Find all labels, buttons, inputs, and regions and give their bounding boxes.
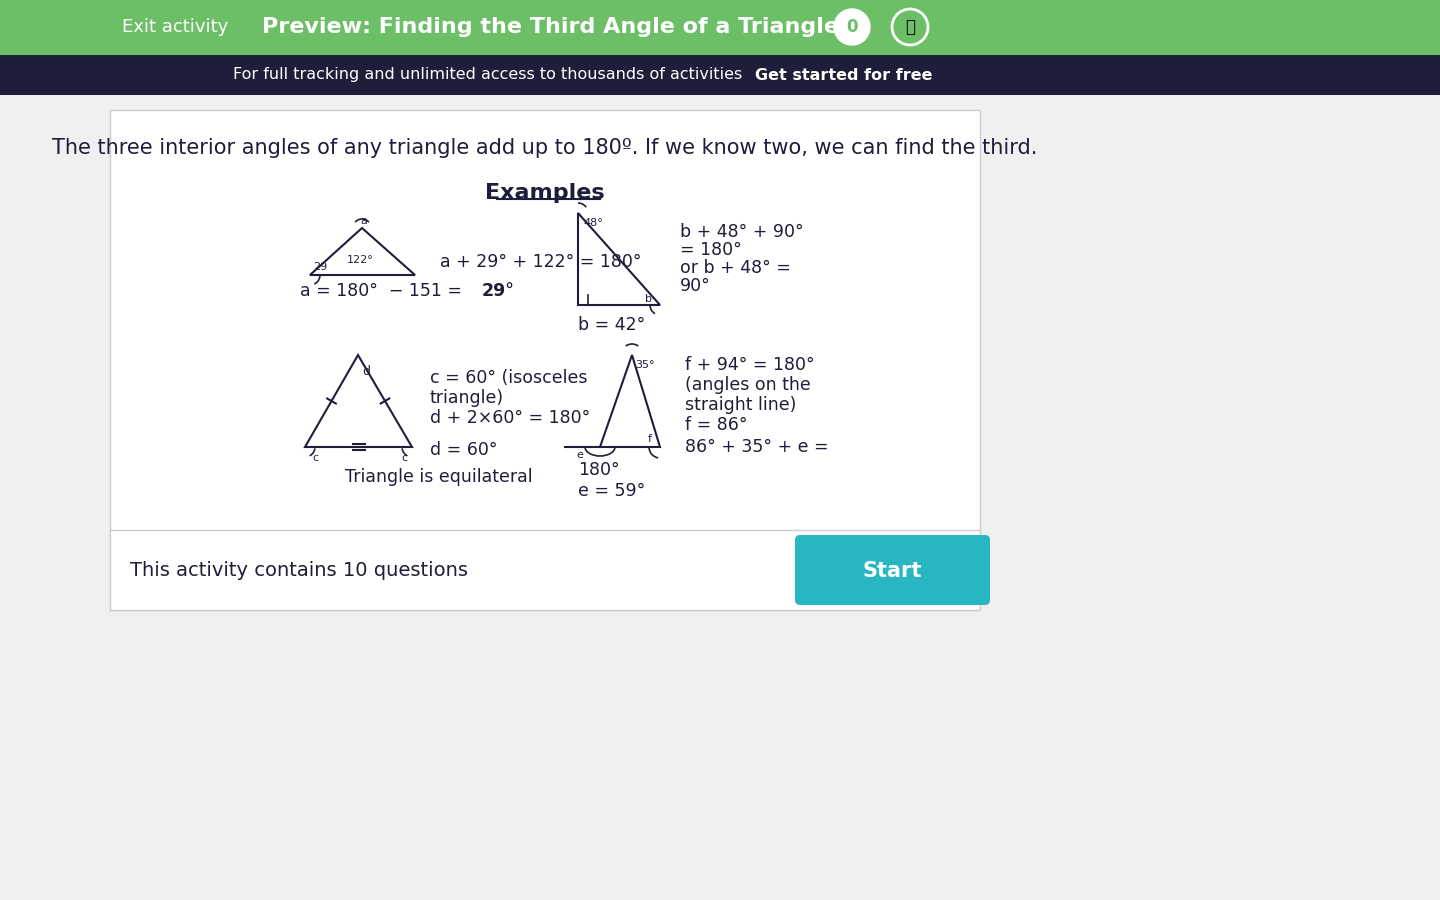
- Text: 90°: 90°: [680, 277, 711, 295]
- Text: c = 60° (isosceles: c = 60° (isosceles: [431, 369, 588, 387]
- FancyBboxPatch shape: [795, 535, 991, 605]
- Text: b + 48° + 90°: b + 48° + 90°: [680, 223, 804, 241]
- Text: 29: 29: [312, 262, 327, 272]
- Text: a: a: [360, 216, 367, 226]
- Text: Exit activity: Exit activity: [122, 18, 228, 36]
- Text: or b + 48° =: or b + 48° =: [680, 259, 791, 277]
- Text: 122°: 122°: [347, 255, 373, 265]
- Text: Triangle is equilateral: Triangle is equilateral: [346, 468, 533, 486]
- Text: a = 180°  − 151 =: a = 180° − 151 =: [300, 282, 468, 300]
- FancyBboxPatch shape: [0, 55, 1440, 95]
- Text: The three interior angles of any triangle add up to 180º. If we know two, we can: The three interior angles of any triangl…: [52, 138, 1038, 158]
- Text: Examples: Examples: [485, 183, 605, 203]
- Text: 0: 0: [847, 18, 858, 36]
- Text: a + 29° + 122° = 180°: a + 29° + 122° = 180°: [441, 253, 641, 271]
- Text: c: c: [400, 453, 408, 463]
- Text: triangle): triangle): [431, 389, 504, 407]
- Circle shape: [834, 9, 870, 45]
- Text: 86° + 35° + e =: 86° + 35° + e =: [685, 438, 828, 456]
- Text: 180°: 180°: [577, 461, 619, 479]
- FancyBboxPatch shape: [109, 530, 981, 610]
- Text: For full tracking and unlimited access to thousands of activities: For full tracking and unlimited access t…: [233, 68, 747, 83]
- Text: = 180°: = 180°: [680, 241, 742, 259]
- Text: 🏆: 🏆: [904, 18, 914, 36]
- Text: e: e: [576, 450, 583, 460]
- Text: d + 2×60° = 180°: d + 2×60° = 180°: [431, 409, 590, 427]
- FancyBboxPatch shape: [109, 110, 981, 610]
- Text: f: f: [648, 434, 652, 444]
- Text: b = 42°: b = 42°: [577, 316, 645, 334]
- Text: f + 94° = 180°: f + 94° = 180°: [685, 356, 815, 374]
- FancyBboxPatch shape: [0, 0, 1440, 55]
- Text: Start: Start: [863, 561, 922, 581]
- Text: b: b: [645, 294, 651, 304]
- Text: This activity contains 10 questions: This activity contains 10 questions: [130, 561, 468, 580]
- Text: (angles on the: (angles on the: [685, 376, 811, 394]
- Text: d: d: [361, 365, 370, 378]
- Text: c: c: [312, 453, 318, 463]
- Text: d = 60°: d = 60°: [431, 441, 497, 459]
- Text: 29°: 29°: [482, 282, 516, 300]
- Text: e = 59°: e = 59°: [577, 482, 645, 500]
- Text: Preview: Finding the Third Angle of a Triangle: Preview: Finding the Third Angle of a Tr…: [262, 17, 838, 37]
- Text: straight line): straight line): [685, 396, 796, 414]
- Text: f = 86°: f = 86°: [685, 416, 747, 434]
- Text: 48°: 48°: [583, 218, 603, 228]
- Text: 35°: 35°: [635, 360, 655, 370]
- Text: Get started for free: Get started for free: [755, 68, 933, 83]
